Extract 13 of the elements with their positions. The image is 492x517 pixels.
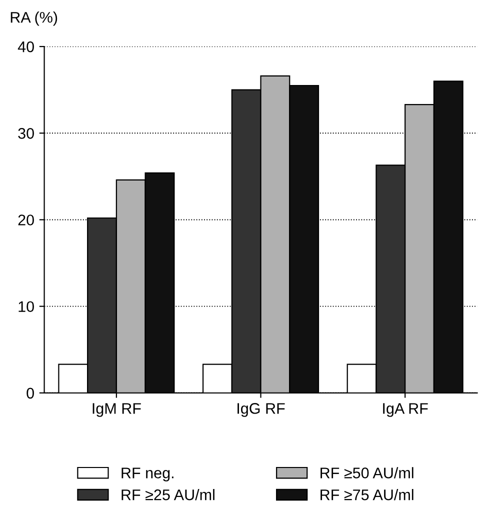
y-tick-label: 40	[18, 41, 34, 52]
x-tick-label: IgA RF	[383, 403, 428, 417]
legend-label: RF ≥25 AU/ml	[122, 489, 214, 500]
y-tick-label: 0	[26, 388, 34, 399]
legend-label: RF neg.	[122, 468, 174, 482]
legend-label: RF ≥75 AU/ml	[320, 489, 414, 500]
y-tick-label: 20	[18, 214, 34, 226]
legend-label: RF ≥50 AU/ml	[320, 467, 414, 478]
y-axis-title: RA (%)	[10, 12, 58, 26]
x-tick-label: IgM RF	[92, 403, 141, 417]
x-tick-label: IgG RF	[238, 403, 285, 417]
y-tick-label: 10	[18, 301, 34, 312]
y-tick-label: 30	[18, 128, 34, 139]
